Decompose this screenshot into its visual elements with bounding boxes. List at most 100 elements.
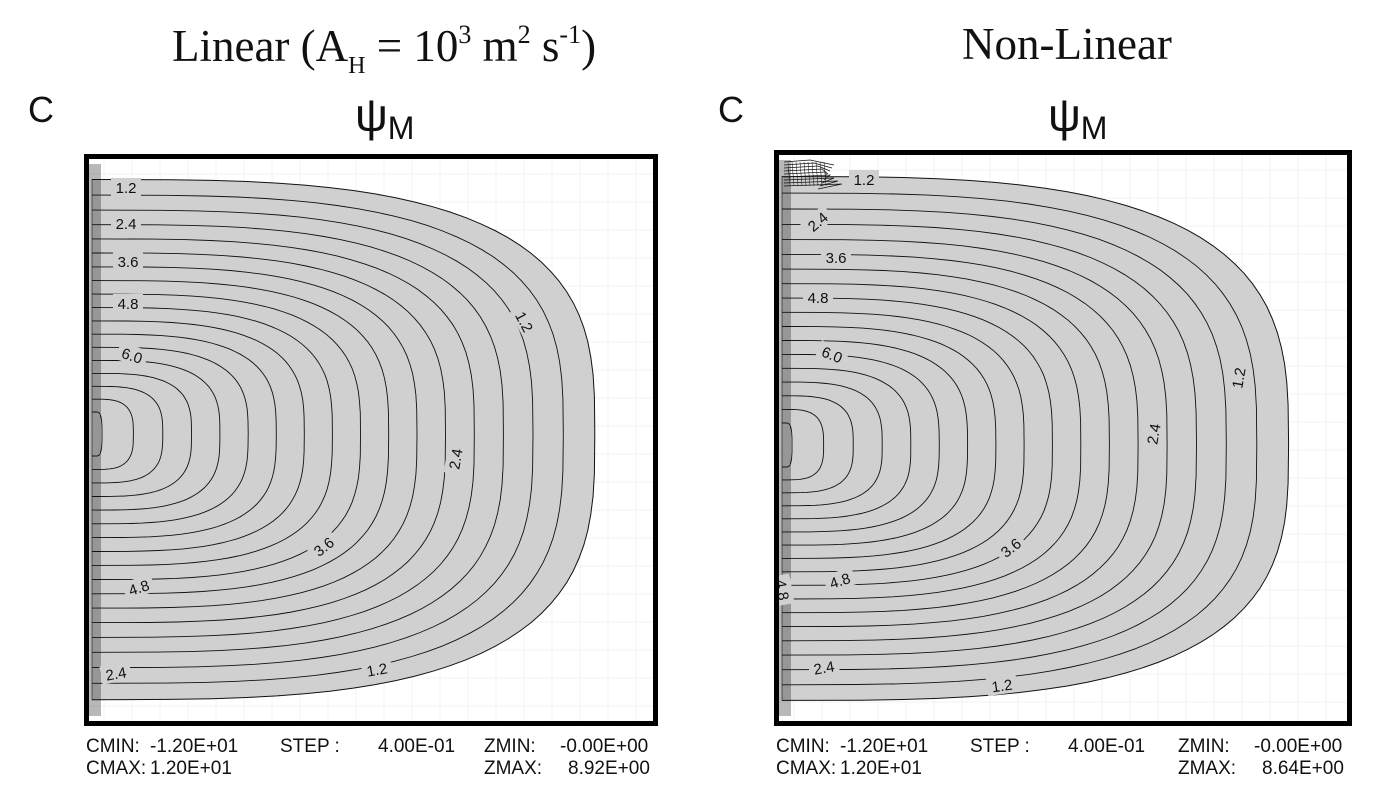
svg-text:3.6: 3.6 <box>118 254 139 271</box>
svg-text:1.2: 1.2 <box>1229 366 1249 389</box>
contour-line <box>782 367 912 520</box>
zmin-label: ZMIN: <box>484 736 536 757</box>
cmax-label: CMAX: <box>86 758 147 779</box>
zmax-value: 8.64E+00 <box>1262 758 1344 779</box>
contour-line <box>782 422 793 468</box>
cmax-label: CMAX: <box>776 758 837 779</box>
cmin-value: -1.20E+01 <box>150 736 239 757</box>
contour-line <box>783 159 835 166</box>
svg-text:2.4: 2.4 <box>446 447 466 470</box>
title-text: ) <box>581 21 597 71</box>
title-text: = 10 <box>365 21 459 71</box>
svg-text:2.4: 2.4 <box>1144 422 1164 445</box>
contour-line <box>783 162 833 169</box>
step-label: STEP : <box>280 736 340 757</box>
contour-label: 2.4 <box>807 655 841 679</box>
contour-label: 1.2 <box>111 178 141 197</box>
contour-label: 6.0 <box>815 340 850 369</box>
contour-line <box>799 161 803 187</box>
title-text: s <box>530 21 560 71</box>
contour-line <box>782 208 1227 671</box>
contour-label: 1.2 <box>360 657 394 681</box>
panel-1-contour-plot: 1.22.43.64.86.01.22.43.64.82.4 1.2 <box>84 154 658 726</box>
title-text: Linear (A <box>172 21 349 71</box>
contour-label: 1.2 <box>985 674 1018 697</box>
title-superscript: 2 <box>517 20 531 49</box>
panel-2-letter: C <box>718 89 744 130</box>
contour-label: 2.4 <box>443 442 467 476</box>
zmax-label: ZMAX: <box>1178 758 1237 779</box>
title-superscript: -1 <box>559 20 582 49</box>
svg-text:1.2: 1.2 <box>365 660 388 680</box>
panel-2-title: Non-Linear <box>962 22 1172 67</box>
cmin-label: CMIN: <box>776 736 830 757</box>
zmax-value: 8.92E+00 <box>568 758 650 779</box>
contour-label: 2.4 <box>99 661 133 685</box>
psi-symbol: ψ <box>1048 89 1081 141</box>
panel-2-contour-plot: 1.22.43.64.86.01.22.43.64.82.41.24.8 <box>774 150 1352 726</box>
contour-line <box>782 268 1110 614</box>
contour-line <box>782 239 1168 642</box>
svg-text:4.8: 4.8 <box>127 577 152 600</box>
zmin-label: ZMIN: <box>1178 736 1230 757</box>
panel-1-letter: C <box>28 89 54 130</box>
svg-text:2.4: 2.4 <box>812 658 835 678</box>
step-value: 4.00E-01 <box>1068 736 1146 757</box>
contour-line <box>782 326 997 559</box>
contour-line <box>787 161 791 187</box>
svg-text:2.4: 2.4 <box>116 216 137 233</box>
contour-lines <box>89 164 564 716</box>
contour-label: 4.8 <box>121 573 156 601</box>
cmax-value: 1.20E+01 <box>840 758 922 779</box>
contour-label: 2.4 <box>1141 417 1165 451</box>
contour-label: 1.2 <box>1226 361 1250 395</box>
contour-line <box>782 395 854 494</box>
contour-label: 4.8 <box>822 566 857 594</box>
contour-line <box>92 280 390 595</box>
cmax-value: 1.20E+01 <box>150 758 232 779</box>
panel-1-field-name: ψM <box>355 92 414 144</box>
cmin-label: CMIN: <box>86 736 140 757</box>
contour-fill-region <box>781 176 1290 701</box>
svg-text:2.4: 2.4 <box>104 664 127 684</box>
contour-line <box>782 297 1053 586</box>
contour-label: 4.8 <box>113 294 143 313</box>
contour-line <box>92 293 361 580</box>
svg-text:1.2: 1.2 <box>116 180 137 197</box>
contour-line <box>92 307 333 566</box>
panel-2-field-name: ψM <box>1048 89 1107 144</box>
title-text: Non-Linear <box>962 19 1172 69</box>
contour-line <box>92 209 534 669</box>
panel-1-stats: CMIN: -1.20E+01 STEP : 4.00E-01 ZMIN: -0… <box>86 736 658 782</box>
panel-2-stats: CMIN: -1.20E+01 STEP : 4.00E-01 ZMIN: -0… <box>776 736 1352 782</box>
contour-label: 4.8 <box>803 288 833 307</box>
svg-text:4.8: 4.8 <box>118 296 139 313</box>
contour-line <box>782 283 1082 600</box>
svg-text:1.2: 1.2 <box>991 677 1014 697</box>
title-subscript: H <box>348 53 366 79</box>
contour-line <box>782 408 825 481</box>
svg-text:3.6: 3.6 <box>826 250 847 267</box>
step-label: STEP : <box>970 736 1030 757</box>
svg-text:6.0: 6.0 <box>819 344 845 368</box>
contour-label: 2.4 <box>111 214 141 233</box>
contour-line <box>823 161 827 187</box>
contour-line <box>92 372 192 497</box>
contour-line <box>782 353 940 533</box>
contour-line <box>92 252 446 624</box>
zmin-value: -0.00E+00 <box>1254 736 1343 757</box>
contour-line <box>782 192 1258 686</box>
contour-line <box>782 253 1139 628</box>
title-superscript: 3 <box>458 20 472 49</box>
step-value: 4.00E-01 <box>378 736 456 757</box>
contour-line <box>782 223 1197 656</box>
svg-text:6.0: 6.0 <box>119 345 144 368</box>
cmin-value: -1.20E+01 <box>840 736 929 757</box>
contour-line <box>92 224 504 653</box>
contour-line <box>803 161 807 187</box>
contour-line <box>807 161 811 187</box>
contour-fill-region <box>91 179 596 701</box>
contour-line <box>782 311 1025 573</box>
contour-line <box>92 359 221 511</box>
contour-lines <box>779 159 1258 716</box>
